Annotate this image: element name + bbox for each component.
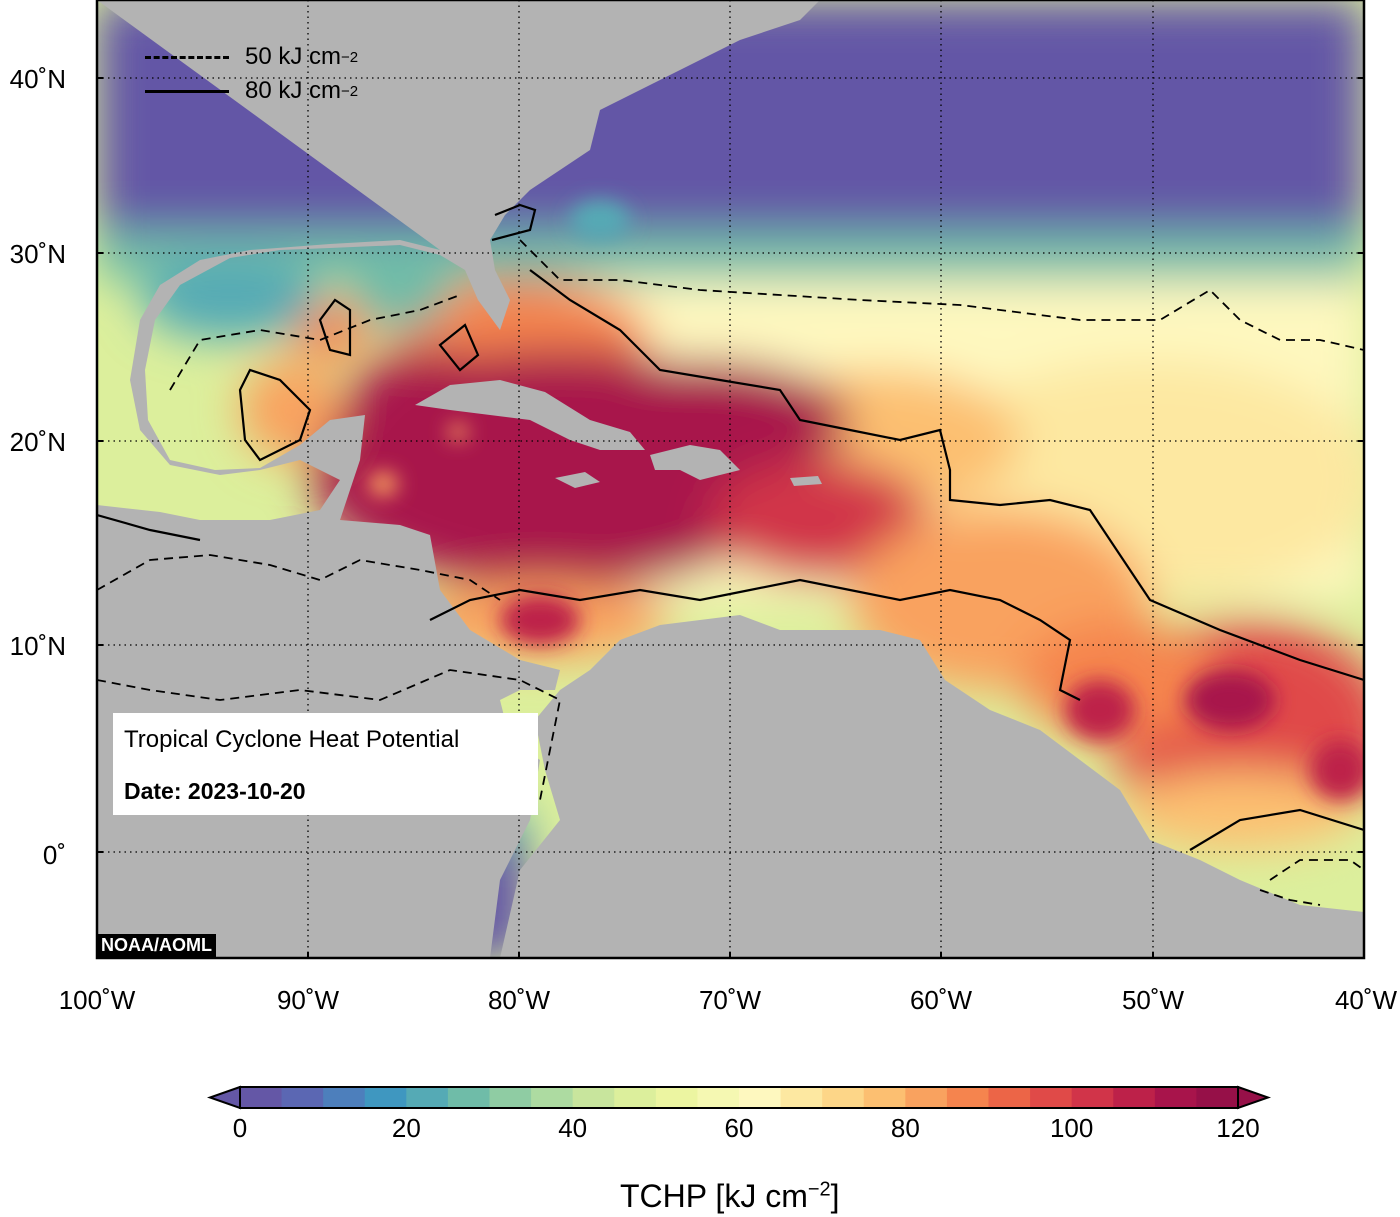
colorbar-frame — [239, 1086, 1239, 1109]
colorbar-min-arrow — [206, 1085, 241, 1110]
dashed-line-swatch — [145, 55, 229, 59]
colorbar-swatch — [1154, 1087, 1197, 1108]
colorbar-title-text: TCHP [kJ cm — [620, 1178, 808, 1214]
legend-label-50: 50 kJ cm — [245, 43, 342, 70]
lon-label-40w: 40˚W — [1334, 985, 1398, 1015]
lon-label-50w: 50˚W — [1121, 985, 1185, 1015]
colorbar-title-sup: −2 — [807, 1178, 831, 1201]
axis-ticks — [97, 77, 1364, 958]
colorbar-max-arrow — [1237, 1085, 1272, 1110]
colorbar-swatch — [406, 1087, 449, 1108]
colorbar-swatch — [946, 1087, 989, 1108]
colorbar-swatch — [323, 1087, 366, 1108]
legend-row-80: 80 kJ cm −2 — [145, 74, 358, 108]
colorbar-swatch — [988, 1087, 1031, 1108]
legend-sup-50: −2 — [341, 48, 359, 66]
colorbar-swatch — [1196, 1087, 1239, 1108]
lon-label-90w: 90˚W — [276, 985, 340, 1015]
lat-label-20n: 20˚N — [9, 427, 66, 457]
colorbar-swatch — [240, 1087, 283, 1108]
lon-label-60w: 60˚W — [909, 985, 973, 1015]
lon-label-70w: 70˚W — [698, 985, 762, 1015]
colorbar-tick-label: 100 — [1049, 1113, 1094, 1143]
colorbar-tick-label: 40 — [558, 1113, 588, 1143]
contours-dashed — [97, 239, 1364, 906]
colorbar-swatch — [780, 1087, 823, 1108]
colorbar-tick-label: 80 — [890, 1113, 920, 1143]
colorbar-swatch — [614, 1087, 657, 1108]
lat-label-equator: 0˚ — [42, 840, 66, 870]
legend-sup-80: −2 — [341, 82, 359, 100]
lon-label-80w: 80˚W — [487, 985, 551, 1015]
colorbar — [206, 1085, 1272, 1110]
colorbar-tick-label: 0 — [232, 1113, 248, 1143]
colorbar-swatch — [281, 1087, 324, 1108]
colorbar-swatch — [364, 1087, 407, 1108]
colorbar-swatch — [655, 1087, 698, 1108]
lat-label-30n: 30˚N — [9, 239, 66, 269]
lat-label-10n: 10˚N — [9, 631, 66, 661]
colorbar-swatch — [1030, 1087, 1073, 1108]
contours — [97, 203, 1364, 851]
colorbar-swatch — [489, 1087, 532, 1108]
colorbar-swatch — [697, 1087, 740, 1108]
lon-label-100w: 100˚W — [58, 985, 136, 1015]
colorbar-swatch — [447, 1087, 490, 1108]
legend-label-80: 80 kJ cm — [245, 77, 342, 104]
legend-row-50: 50 kJ cm −2 — [145, 40, 358, 74]
colorbar-swatch — [905, 1087, 948, 1108]
contour-legend: 50 kJ cm −2 80 kJ cm −2 — [145, 40, 358, 108]
colorbar-swatch — [863, 1087, 906, 1108]
solid-line-swatch — [145, 89, 229, 93]
info-box: Tropical Cyclone Heat Potential Date: 20… — [113, 713, 538, 815]
colorbar-swatch — [531, 1087, 574, 1108]
lat-label-40n: 40˚N — [9, 64, 66, 94]
colorbar-swatch — [1113, 1087, 1156, 1108]
colorbar-swatch — [822, 1087, 865, 1108]
colorbar-tick-label: 20 — [391, 1113, 421, 1143]
map-date: Date: 2023-10-20 — [124, 778, 306, 804]
credit-label: NOAA/AOML — [97, 934, 216, 957]
colorbar-swatch — [739, 1087, 782, 1108]
colorbar-tick-label: 120 — [1216, 1113, 1260, 1143]
colorbar-tick-label: 60 — [724, 1113, 754, 1143]
colorbar-title: TCHP [kJ cm−2] — [620, 1178, 840, 1215]
colorbar-swatch — [1071, 1087, 1114, 1108]
map-title: Tropical Cyclone Heat Potential — [124, 726, 460, 753]
colorbar-title-end: ] — [830, 1178, 840, 1214]
colorbar-swatch — [572, 1087, 615, 1108]
